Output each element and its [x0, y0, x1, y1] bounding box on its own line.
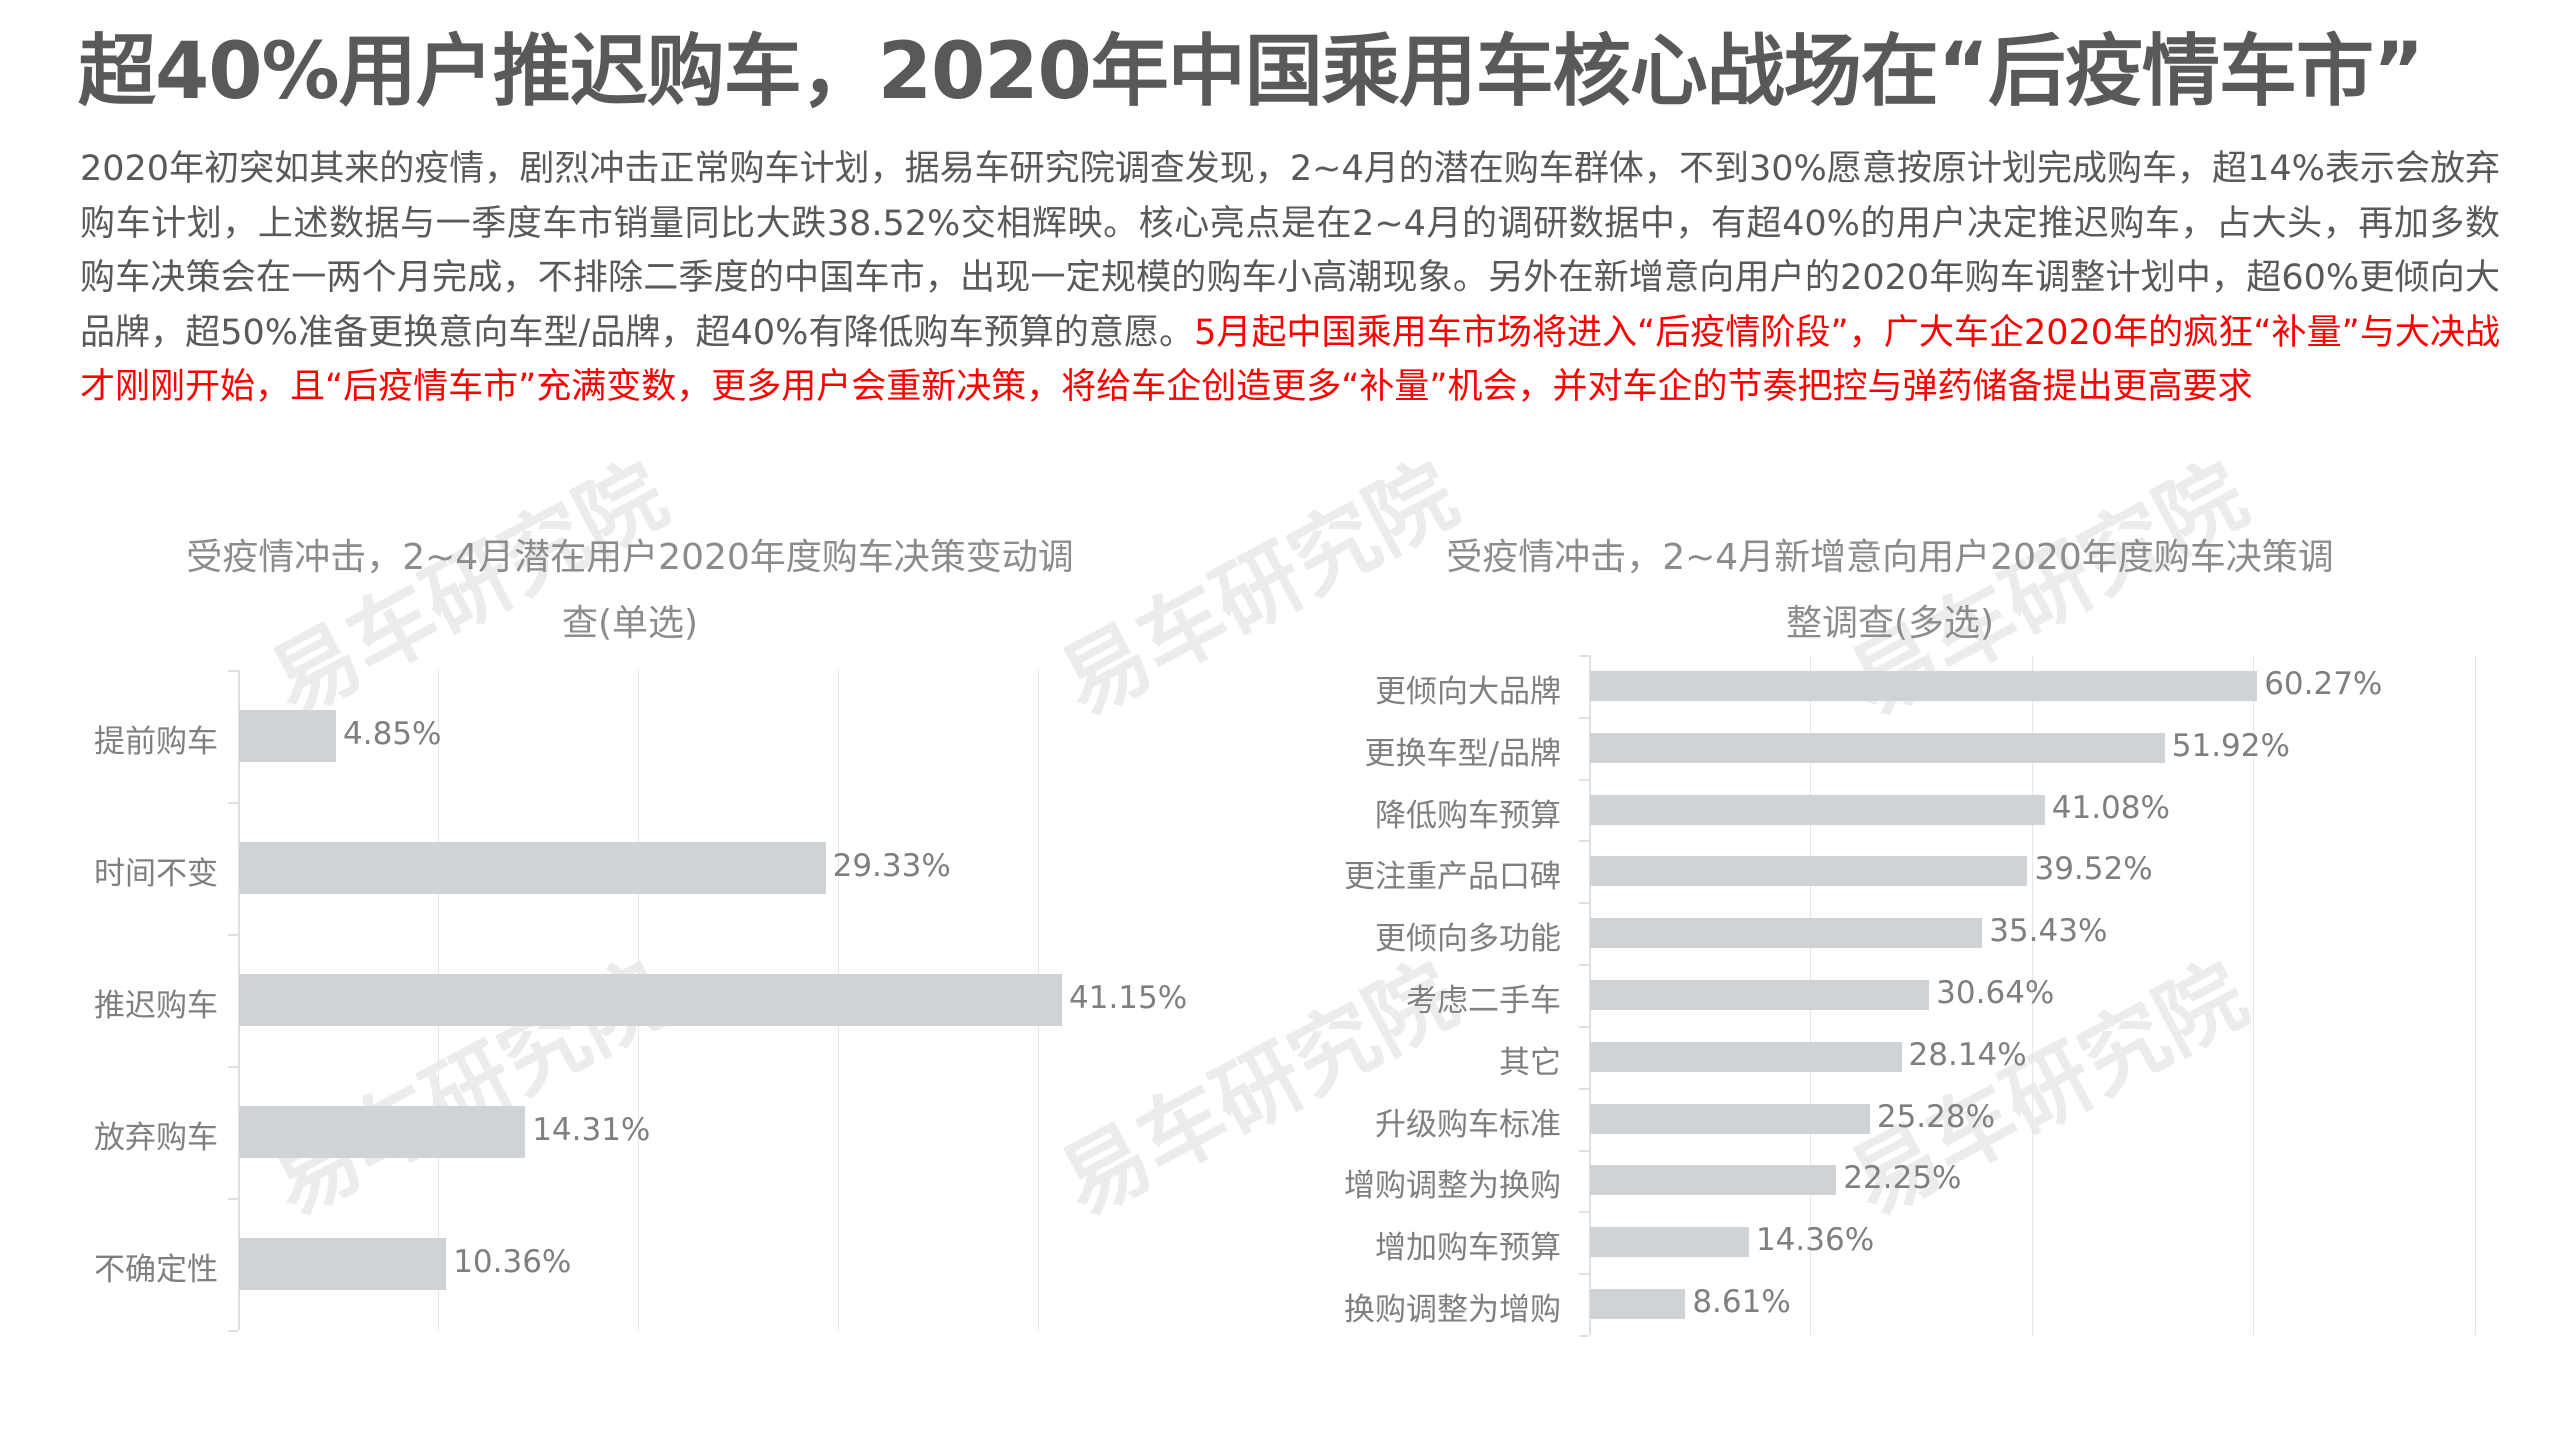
axis-tick [228, 670, 238, 672]
category-label: 不确定性 [94, 1252, 218, 1288]
chart-right-title-line1: 受疫情冲击，2~4月新增意向用户2020年度购车决策调 [1446, 537, 2334, 578]
category-label: 时间不变 [94, 856, 218, 892]
axis-tick [228, 1198, 238, 1200]
axis-tick [228, 1330, 238, 1332]
bar [1590, 732, 2165, 763]
value-label: 51.92% [2171, 727, 2290, 764]
axis-tick [1579, 655, 1589, 657]
chart-left-title-line1: 受疫情冲击，2~4月潜在用户2020年度购车决策变动调 [186, 537, 1074, 578]
bar [1590, 794, 2045, 825]
summary-highlight-text: 5月起中国乘用车市场将进入“后疫情阶段”，广大车企2020年的疯狂“补量”与大决… [80, 312, 2500, 408]
value-label: 25.28% [1876, 1098, 1996, 1135]
chart-right-plot: 更倾向大品牌 60.27% 更换车型/品牌 51.92% 降低购车预算 41.08% 更注重… [1344, 655, 2489, 1337]
category-label: 换购调整为增购 [1344, 1292, 1561, 1329]
bar [239, 974, 1062, 1026]
axis-tick [1579, 716, 1589, 719]
summary-text: 2020年初突如其来的疫情，剧烈冲击正常购车计划，据易车研究院调查发现，2~4月… [80, 149, 2500, 353]
value-label: 8.61% [1692, 1284, 1791, 1321]
page-title: 超40%用户推迟购车，2020年中国乘用车核心战场在“后疫情车市” [78, 27, 2424, 117]
axis-tick [1579, 1211, 1589, 1214]
chart-left-title: 受疫情冲击，2~4月潜在用户2020年度购车决策变动调 查(单选) [100, 525, 1160, 657]
axis-tick [1579, 840, 1589, 843]
axis-tick [1579, 964, 1589, 967]
category-label: 考虑二手车 [1406, 983, 1561, 1019]
bar [1590, 1227, 1749, 1258]
value-label: 60.27% [2264, 665, 2383, 702]
value-label: 35.43% [1989, 913, 2108, 950]
axis-tick [228, 802, 238, 804]
category-label: 放弃购车 [94, 1120, 218, 1156]
value-label: 22.25% [1843, 1160, 1962, 1197]
bar [1590, 1041, 1902, 1072]
category-label: 降低购车预算 [1375, 797, 1561, 834]
value-label: 41.15% [1069, 980, 1188, 1016]
gridline [2031, 655, 2033, 1335]
axis-tick [1579, 1335, 1589, 1337]
value-label: 41.08% [2051, 789, 2170, 826]
axis-tick [1579, 1025, 1589, 1028]
category-label: 更注重产品口碑 [1344, 859, 1561, 896]
bar [1590, 1289, 1686, 1320]
category-label: 提前购车 [94, 724, 218, 760]
value-label: 10.36% [453, 1244, 572, 1280]
chart-right-title: 受疫情冲击，2~4月新增意向用户2020年度购车决策调 整调查(多选) [1390, 525, 2390, 657]
category-label: 推迟购车 [94, 988, 218, 1024]
summary-paragraph: 2020年初突如其来的疫情，剧烈冲击正常购车计划，据易车研究院调查发现，2~4月… [80, 142, 2500, 415]
value-label: 30.64% [1936, 975, 2055, 1011]
axis-tick [228, 934, 238, 936]
axis-tick [1579, 1273, 1589, 1276]
chart-right-title-line2: 整调查(多选) [1785, 603, 1995, 644]
value-label: 4.85% [343, 716, 442, 752]
category-label: 其它 [1499, 1044, 1561, 1081]
value-label: 28.14% [1908, 1036, 2027, 1073]
category-label: 升级购车标准 [1375, 1106, 1561, 1143]
category-label: 增加购车预算 [1375, 1230, 1561, 1267]
category-label: 更换车型/品牌 [1364, 735, 1561, 772]
value-label: 29.33% [832, 848, 951, 884]
axis-tick [1579, 902, 1589, 905]
bar [239, 842, 826, 894]
bar [1590, 918, 1983, 949]
gridline [2253, 655, 2255, 1335]
value-label: 14.36% [1755, 1222, 1875, 1259]
bar [239, 710, 336, 762]
category-label: 更倾向大品牌 [1375, 673, 1561, 710]
bar [1590, 980, 1930, 1010]
chart-left-plot: 提前购车 4.85% 时间不变 29.33% 推迟购车 41.15% 放弃购车 14.31% 不… [94, 670, 1238, 1332]
axis-tick [1579, 1087, 1589, 1090]
bar [1590, 1165, 1837, 1196]
axis-tick [1579, 1149, 1589, 1152]
bar [239, 1106, 526, 1158]
value-label: 14.31% [532, 1112, 651, 1148]
bar [1590, 1103, 1870, 1134]
axis-tick [1579, 778, 1589, 781]
axis-tick [228, 1066, 238, 1068]
gridline [2474, 655, 2476, 1335]
category-label: 更倾向多功能 [1375, 921, 1561, 958]
bar [239, 1238, 447, 1290]
chart-left-title-line2: 查(单选) [561, 603, 699, 644]
bar [1590, 856, 2028, 887]
bar [1590, 670, 2258, 701]
category-label: 增购调整为换购 [1344, 1168, 1561, 1205]
value-label: 39.52% [2034, 851, 2153, 888]
